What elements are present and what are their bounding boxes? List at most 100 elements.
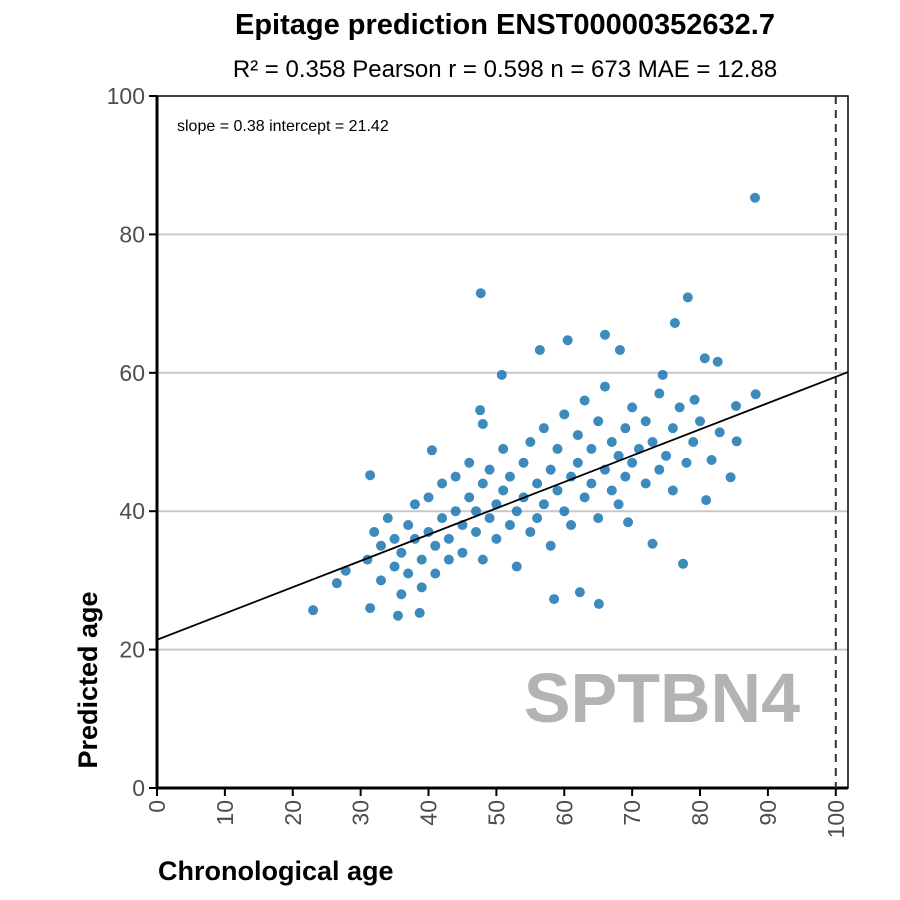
data-point	[579, 395, 590, 406]
data-point	[599, 329, 610, 340]
data-point	[532, 513, 543, 524]
data-point	[403, 568, 414, 579]
data-point	[623, 517, 634, 528]
data-point	[416, 554, 427, 565]
data-point	[450, 471, 461, 482]
data-point	[552, 443, 563, 454]
data-point	[437, 478, 448, 489]
data-point	[475, 405, 486, 416]
data-point	[572, 430, 583, 441]
data-point	[681, 457, 692, 468]
data-point	[593, 416, 604, 427]
data-point	[559, 409, 570, 420]
x-tick-label: 70	[619, 800, 645, 826]
data-point	[627, 402, 638, 413]
data-point	[532, 478, 543, 489]
chart-subtitle: R² = 0.358 Pearson r = 0.598 n = 673 MAE…	[233, 56, 777, 83]
data-point	[430, 568, 441, 579]
x-axis-label: Chronological age	[158, 856, 394, 886]
data-point	[647, 437, 658, 447]
data-point	[491, 533, 502, 544]
data-point	[714, 427, 725, 438]
data-point	[731, 401, 742, 412]
data-point	[562, 335, 573, 346]
data-point	[579, 492, 590, 503]
data-point	[534, 344, 545, 355]
data-point	[572, 457, 583, 468]
data-point	[606, 485, 617, 496]
data-point	[331, 578, 342, 589]
data-point	[701, 495, 712, 506]
data-point	[437, 513, 448, 524]
data-point	[396, 589, 407, 600]
data-point	[620, 423, 631, 434]
data-point	[695, 416, 706, 427]
data-point	[667, 423, 678, 434]
x-tick-label: 60	[551, 800, 577, 826]
data-point	[712, 356, 723, 367]
y-tick-label: 40	[119, 498, 145, 524]
data-point	[678, 558, 689, 569]
data-point	[414, 607, 425, 618]
data-point	[606, 437, 617, 447]
data-point	[654, 388, 665, 399]
data-point	[409, 499, 420, 510]
data-point	[369, 526, 380, 537]
data-point	[498, 485, 509, 496]
data-point	[613, 499, 624, 510]
data-point	[640, 478, 651, 489]
x-tick-label: 0	[144, 800, 170, 813]
data-point	[640, 416, 651, 427]
data-point	[430, 540, 441, 551]
x-tick-label: 30	[348, 800, 374, 826]
data-point	[538, 499, 549, 510]
data-point	[586, 478, 597, 489]
data-point	[657, 369, 668, 380]
data-point	[498, 443, 509, 454]
data-point	[396, 547, 407, 558]
data-point	[525, 437, 536, 447]
y-tick-label: 100	[107, 83, 145, 109]
chart-title: Epitage prediction ENST00000352632.7	[235, 9, 775, 41]
data-point	[443, 533, 454, 544]
data-point	[471, 506, 482, 517]
y-tick-label: 20	[119, 637, 145, 663]
gene-watermark: SPTBN4	[524, 659, 800, 737]
data-point	[552, 485, 563, 496]
x-tick-label: 80	[687, 800, 713, 826]
data-point	[545, 540, 556, 551]
data-point	[545, 464, 556, 475]
data-point	[308, 605, 319, 616]
data-point	[511, 561, 522, 572]
data-point	[549, 594, 560, 605]
data-point	[667, 485, 678, 496]
data-point	[457, 547, 468, 558]
data-point	[627, 457, 638, 468]
data-point	[511, 506, 522, 517]
data-point	[389, 533, 400, 544]
data-point	[566, 520, 577, 531]
data-point	[525, 526, 536, 537]
data-point	[674, 402, 685, 413]
data-point	[423, 492, 434, 503]
data-point	[593, 513, 604, 524]
data-point	[365, 603, 376, 614]
data-point	[706, 454, 717, 465]
data-point	[365, 470, 376, 481]
data-point	[475, 288, 486, 299]
data-point	[654, 464, 665, 475]
data-point	[477, 478, 488, 489]
data-point	[382, 513, 393, 524]
data-point	[688, 437, 699, 447]
data-point	[725, 472, 736, 483]
data-point	[538, 423, 549, 434]
x-tick-label: 90	[755, 800, 781, 826]
data-point	[599, 381, 610, 392]
data-point	[375, 540, 386, 551]
data-point	[586, 443, 597, 454]
data-point	[689, 394, 700, 405]
data-point	[471, 526, 482, 537]
data-point	[699, 353, 710, 364]
data-point	[750, 389, 761, 400]
